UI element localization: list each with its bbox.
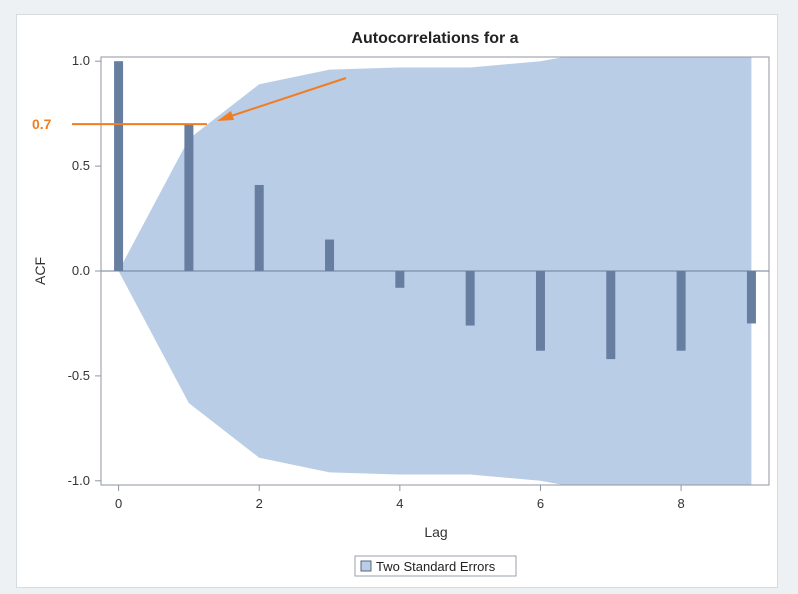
legend-label: Two Standard Errors <box>376 559 496 574</box>
acf-bar-lag-2 <box>254 184 264 271</box>
y-tick-label-0-5: 0.5 <box>72 158 90 173</box>
acf-bar-lag-9 <box>746 271 756 324</box>
y-tick-label-0: 0.0 <box>72 263 90 278</box>
x-tick-label-8: 8 <box>677 496 684 511</box>
acf-bar-lag-8 <box>676 271 686 351</box>
x-tick-label-0: 0 <box>115 496 122 511</box>
annotation-arrow-shaft <box>227 77 347 118</box>
y-tick-label--0-5: -0.5 <box>68 368 90 383</box>
axes-layer: 0 2 4 6 8 -1.0 -0.5 0.0 0.5 1.0 <box>68 53 685 511</box>
y-tick-label--1: -1.0 <box>68 473 90 488</box>
x-axis-label: Lag <box>424 524 447 540</box>
acf-bar-lag-5 <box>465 271 475 326</box>
x-tick-label-2: 2 <box>256 496 263 511</box>
x-tick-label-4: 4 <box>396 496 403 511</box>
legend-swatch <box>360 560 372 572</box>
acf-bar-lag-3 <box>325 239 335 271</box>
acf-bar-lag-1 <box>184 124 194 271</box>
x-tick-label-6: 6 <box>537 496 544 511</box>
chart-title: Autocorrelations for a <box>351 30 518 47</box>
acf-bar-lag-6 <box>535 271 545 351</box>
annotation-value-label: 0.7 <box>32 116 52 132</box>
y-axis-label: ACF <box>32 257 48 285</box>
acf-bars-layer <box>114 61 756 360</box>
acf-bar-lag-0 <box>114 61 124 272</box>
acf-bar-lag-4 <box>395 271 405 288</box>
annotation-layer: 0.7 <box>32 77 347 132</box>
y-tick-label-1: 1.0 <box>72 53 90 68</box>
legend: Two Standard Errors <box>354 555 517 577</box>
acf-bar-lag-7 <box>606 271 616 360</box>
legend-frame <box>354 555 517 577</box>
annotation-arrow-head <box>217 111 234 121</box>
